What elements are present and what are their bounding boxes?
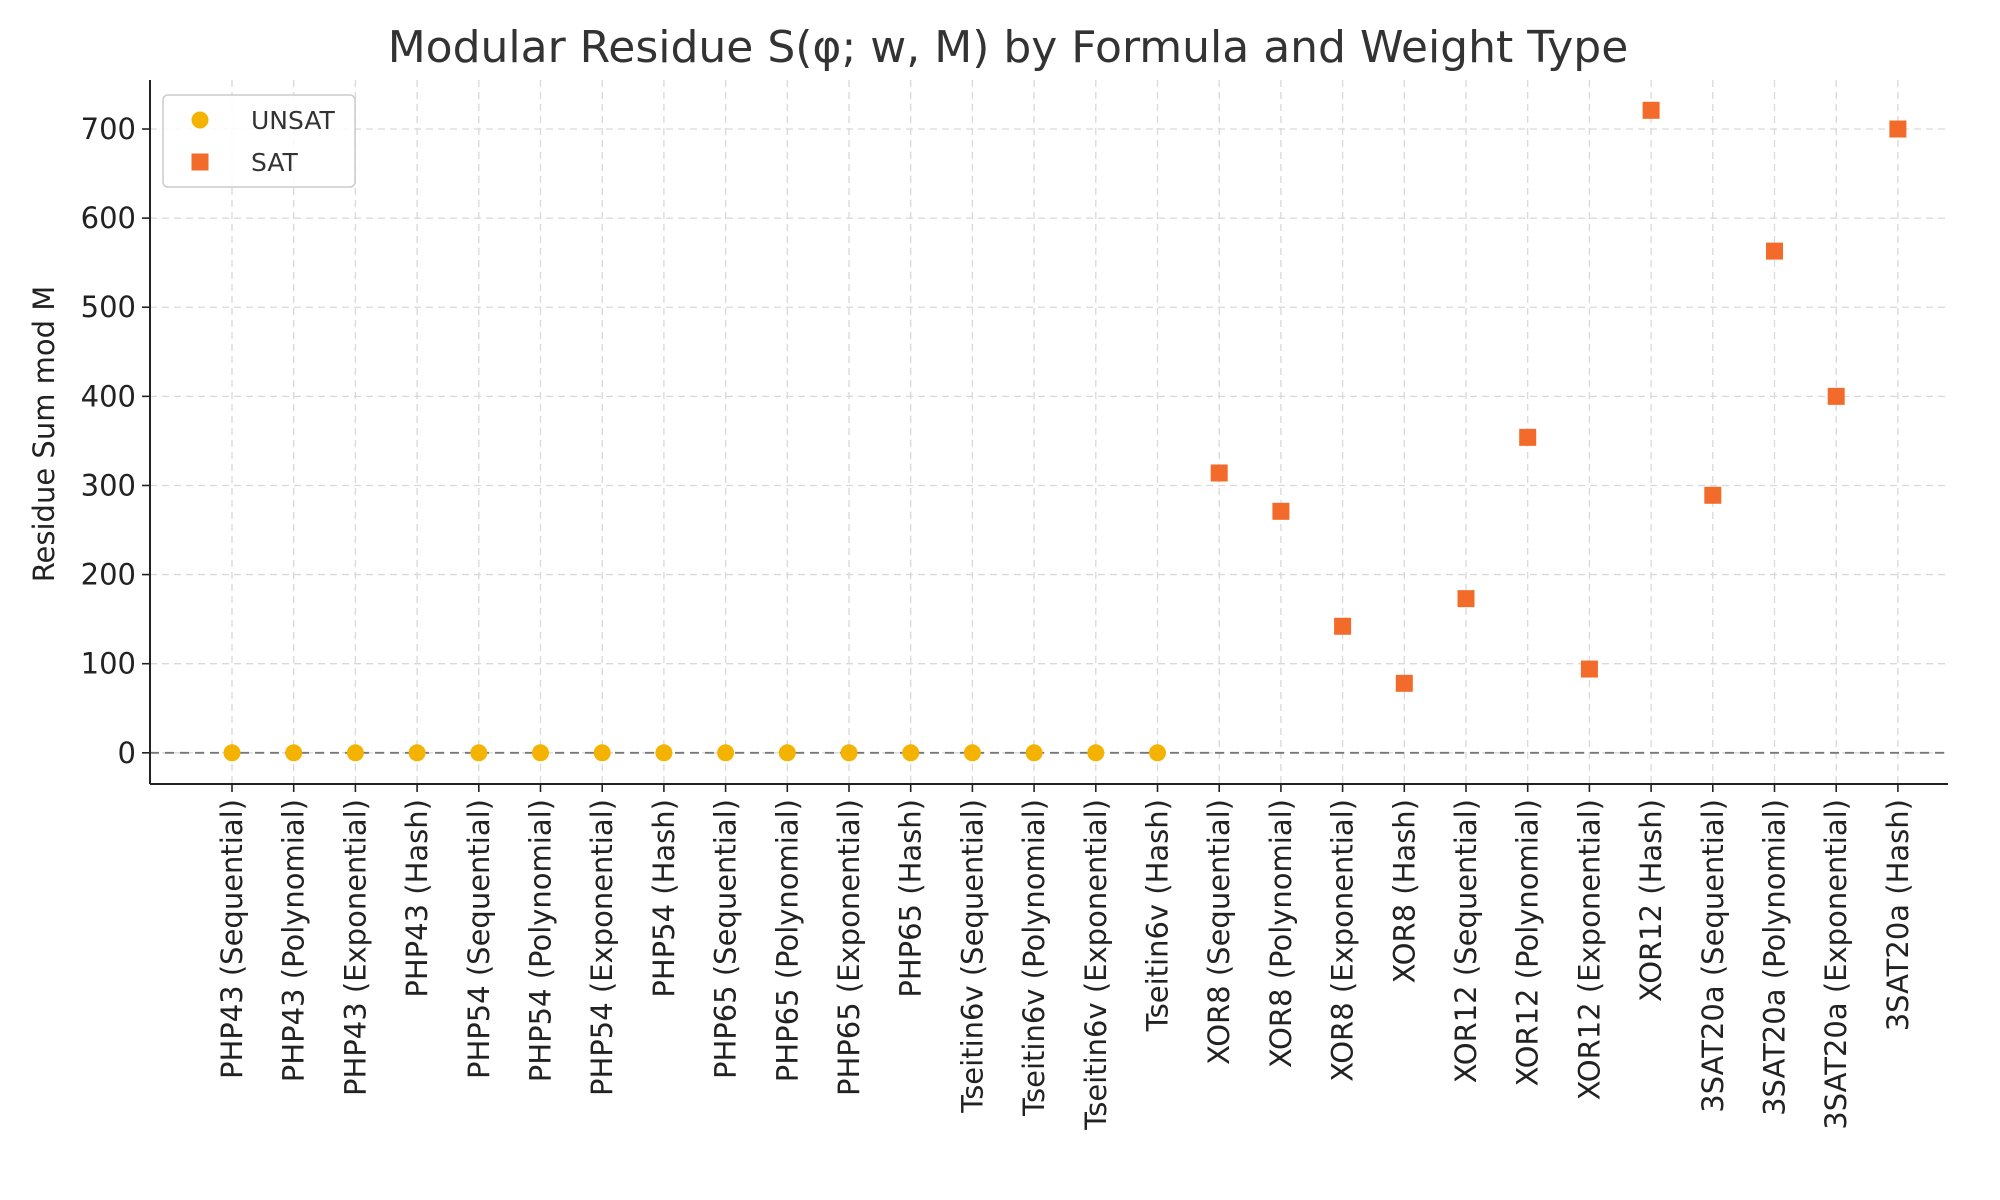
point-sat xyxy=(1827,387,1845,405)
y-tick-label: 500 xyxy=(81,290,136,324)
point-sat xyxy=(1272,502,1290,520)
x-tick-label: PHP54 (Polynomial) xyxy=(524,799,558,1082)
point-unsat xyxy=(840,744,858,762)
x-tick-label: XOR12 (Exponential) xyxy=(1572,799,1606,1100)
x-tick-label: PHP65 (Hash) xyxy=(894,799,928,998)
legend-label-unsat: UNSAT xyxy=(251,106,335,135)
x-tick-label: PHP43 (Exponential) xyxy=(338,799,372,1096)
y-tick-label: 400 xyxy=(81,379,136,413)
point-unsat xyxy=(902,744,920,762)
point-unsat xyxy=(408,744,426,762)
x-tick-label: Tseitin6v (Polynomial) xyxy=(1017,799,1051,1117)
y-axis-label: Residue Sum mod M xyxy=(27,286,61,583)
point-sat xyxy=(1889,120,1907,138)
data-points xyxy=(223,101,1907,762)
point-sat xyxy=(1580,660,1598,678)
x-tick-label: XOR8 (Exponential) xyxy=(1326,799,1360,1082)
x-tick-label: XOR8 (Hash) xyxy=(1387,799,1421,983)
point-unsat xyxy=(1149,744,1166,762)
point-unsat xyxy=(1087,744,1105,762)
point-unsat xyxy=(1025,744,1043,762)
x-tick-label: PHP65 (Sequential) xyxy=(709,799,743,1079)
point-sat xyxy=(1642,101,1660,119)
legend: UNSAT SAT xyxy=(162,94,356,188)
point-sat xyxy=(1766,242,1783,260)
point-unsat xyxy=(778,744,796,762)
point-sat xyxy=(1704,486,1722,504)
y-ticks: 0 100 200 300 400 500 600 700 xyxy=(81,112,150,770)
legend-label-sat: SAT xyxy=(251,148,298,177)
point-sat xyxy=(1457,590,1475,608)
point-unsat xyxy=(963,744,981,762)
x-tick-label: PHP43 (Polynomial) xyxy=(277,799,311,1082)
y-tick-label: 200 xyxy=(81,558,136,592)
x-ticks: PHP43 (Sequential) PHP43 (Polynomial) PHP4… xyxy=(215,784,1915,1131)
y-tick-label: 600 xyxy=(81,201,136,235)
legend-marker-unsat xyxy=(191,111,209,129)
x-tick-label: PHP65 (Polynomial) xyxy=(770,799,804,1082)
legend-frame xyxy=(162,94,356,188)
point-sat xyxy=(1334,617,1352,635)
x-tick-label: XOR12 (Sequential) xyxy=(1449,799,1483,1083)
point-sat xyxy=(1210,464,1228,482)
point-unsat xyxy=(285,744,303,762)
x-tick-label: Tseitin6v (Exponential) xyxy=(1079,799,1113,1131)
x-tick-label: PHP43 (Sequential) xyxy=(215,799,249,1079)
y-tick-label: 700 xyxy=(81,112,136,146)
point-unsat xyxy=(223,744,241,762)
axes-layer xyxy=(149,80,1948,785)
x-tick-label: XOR12 (Polynomial) xyxy=(1511,799,1545,1086)
y-tick-label: 300 xyxy=(81,468,136,502)
x-tick-label: PHP54 (Hash) xyxy=(647,799,681,998)
x-tick-label: PHP43 (Hash) xyxy=(400,799,434,998)
legend-marker-sat xyxy=(191,153,209,171)
point-unsat xyxy=(346,744,364,762)
x-tick-label: 3SAT20a (Exponential) xyxy=(1819,799,1853,1130)
point-unsat xyxy=(593,744,611,762)
point-sat xyxy=(1519,428,1537,446)
x-tick-label: 3SAT20a (Hash) xyxy=(1881,799,1915,1031)
x-tick-label: Tseitin6v (Sequential) xyxy=(955,799,989,1114)
point-unsat xyxy=(532,744,549,762)
point-unsat xyxy=(717,744,735,762)
x-tick-label: PHP54 (Sequential) xyxy=(462,799,496,1079)
x-tick-label: Tseitin6v (Hash) xyxy=(1141,799,1175,1032)
x-tick-label: PHP65 (Exponential) xyxy=(832,799,866,1096)
y-tick-label: 100 xyxy=(81,647,136,681)
x-tick-label: XOR12 (Hash) xyxy=(1634,799,1668,1002)
grid-layer xyxy=(150,80,1948,784)
x-tick-label: XOR8 (Polynomial) xyxy=(1264,799,1298,1068)
point-unsat xyxy=(655,744,673,762)
point-sat xyxy=(1395,674,1413,692)
y-tick-label: 0 xyxy=(118,736,136,770)
x-tick-label: 3SAT20a (Polynomial) xyxy=(1758,799,1792,1116)
x-tick-label: PHP54 (Exponential) xyxy=(585,799,619,1096)
chart-title: Modular Residue S(φ; w, M) by Formula an… xyxy=(388,22,1629,73)
x-tick-label: 3SAT20a (Sequential) xyxy=(1696,799,1730,1113)
x-tick-label: XOR8 (Sequential) xyxy=(1202,799,1236,1065)
point-unsat xyxy=(470,744,488,762)
